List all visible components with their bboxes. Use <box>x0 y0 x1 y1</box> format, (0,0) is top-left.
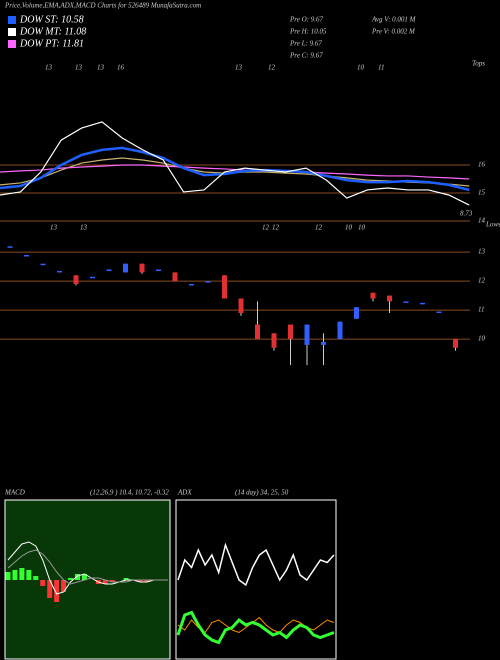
panel-title: MACD <box>4 489 25 497</box>
bottom-label: 12 <box>262 224 270 232</box>
panel-subtitle: (14 day) 34, 25, 50 <box>235 489 289 497</box>
candle-body <box>123 263 128 273</box>
annotation: 8.73 <box>460 210 473 218</box>
histogram-bar <box>102 580 108 584</box>
series-line <box>0 146 470 192</box>
histogram-bar <box>33 576 39 580</box>
annotation: Lows <box>485 221 500 229</box>
candle-body <box>288 324 293 340</box>
y-tick-label: 11 <box>478 306 484 314</box>
histogram-bar <box>68 578 74 580</box>
legend-swatch <box>8 40 16 48</box>
histogram-bar <box>75 574 80 580</box>
chart-title: Price,Volume,EMA,ADX,MACD Charts for 526… <box>4 2 201 10</box>
legend-label: DOW PT: 11.81 <box>19 38 84 49</box>
candle-body <box>57 270 62 273</box>
candle-body <box>40 263 46 266</box>
y-tick-label: 13 <box>478 248 486 256</box>
candle-body <box>403 301 409 303</box>
legend-swatch <box>8 16 16 24</box>
candle-body <box>90 276 95 279</box>
candle-body <box>106 269 112 272</box>
candle-body <box>354 307 359 319</box>
panel-subtitle: (12,26,9 ) 10.4, 10.72, -0.32 <box>90 489 169 497</box>
candle-body <box>205 281 211 283</box>
annotation: Tops <box>472 60 485 68</box>
top-label: 16 <box>117 64 125 72</box>
y-tick-label: 16 <box>478 161 486 169</box>
histogram-bar <box>40 580 46 586</box>
histogram-bar <box>61 580 67 592</box>
candle-body <box>453 339 458 348</box>
bottom-label: 13 <box>80 224 88 232</box>
candle-body <box>255 324 260 340</box>
candle-body <box>73 275 79 284</box>
bottom-label: 12 <box>272 224 280 232</box>
candle-body <box>436 311 442 314</box>
histogram-bar <box>19 568 25 580</box>
histogram-bar <box>5 572 11 580</box>
histogram-bar <box>12 570 18 580</box>
candle-body <box>156 269 161 272</box>
top-label: 13 <box>97 64 105 72</box>
candle-body <box>139 263 145 273</box>
candle-body <box>387 295 392 302</box>
bottom-label: 10 <box>345 224 353 232</box>
y-tick-label: 15 <box>478 189 486 197</box>
bottom-label: 12 <box>315 224 323 232</box>
stat: Avg V: 0.001 M <box>371 16 417 24</box>
histogram-bar <box>81 574 87 580</box>
top-label: 13 <box>45 64 53 72</box>
histogram-bar <box>26 570 32 580</box>
stat: Pre H: 10.05 <box>289 28 327 36</box>
panel-title: ADX <box>177 489 192 497</box>
series-line <box>7 541 168 595</box>
top-label: 11 <box>378 64 384 72</box>
candle-body <box>370 292 376 299</box>
series-line <box>0 121 470 206</box>
legend-label: DOW ST: 10.58 <box>19 14 84 25</box>
top-label: 10 <box>357 64 365 72</box>
candle-body <box>321 341 326 345</box>
histogram-bar <box>123 578 129 580</box>
series-line <box>7 549 168 585</box>
candle-body <box>24 255 29 257</box>
candle-body <box>238 298 244 313</box>
bottom-label: 13 <box>50 224 58 232</box>
legend-swatch <box>8 28 16 36</box>
histogram-bar <box>109 580 115 582</box>
candle-body <box>271 333 277 348</box>
candle-body <box>304 324 310 345</box>
y-tick-label: 10 <box>478 335 486 343</box>
histogram-bar <box>137 580 143 582</box>
candle-body <box>189 284 194 286</box>
histogram-bar <box>47 580 53 598</box>
candle-body <box>337 321 343 340</box>
stat: Pre C: 9.67 <box>289 52 323 60</box>
histogram-bar <box>54 580 60 602</box>
y-tick-label: 14 <box>478 217 486 225</box>
candle-body <box>7 246 13 248</box>
candle-body <box>420 302 425 305</box>
histogram-bar <box>144 580 150 582</box>
stat: Pre O: 9.67 <box>289 16 323 24</box>
series-line <box>177 542 335 587</box>
legend-label: DOW MT: 11.08 <box>19 26 86 37</box>
y-tick-label: 12 <box>478 277 486 285</box>
stat: Pre V: 0.002 M <box>371 28 416 36</box>
candle-body <box>222 275 227 299</box>
top-label: 13 <box>235 64 243 72</box>
bottom-label: 10 <box>358 224 366 232</box>
series-line <box>176 610 335 645</box>
candle-body <box>172 272 178 282</box>
stat: Pre L: 9.67 <box>289 40 322 48</box>
top-label: 12 <box>268 64 276 72</box>
top-label: 13 <box>75 64 83 72</box>
